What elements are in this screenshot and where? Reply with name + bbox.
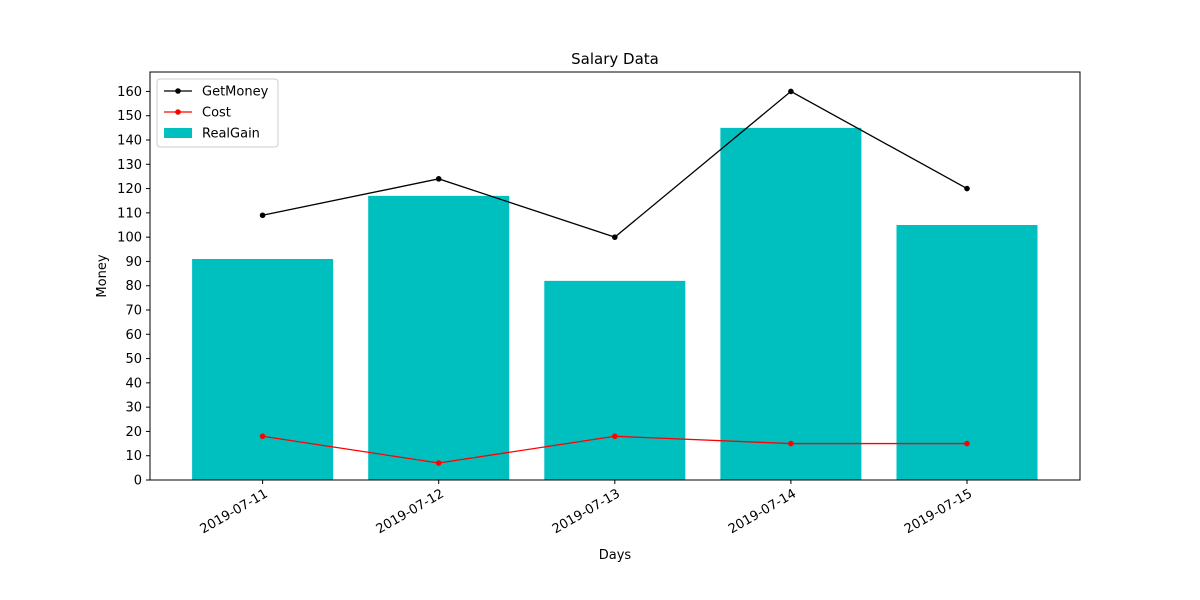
point-cost-2019-07-11: [259, 433, 266, 440]
y-tick-label-0: 0: [134, 474, 142, 489]
y-tick-label-10: 10: [125, 449, 142, 464]
point-cost-2019-07-14: [788, 440, 794, 447]
bar-realgain-2019-07-12: [368, 195, 510, 480]
point-cost-2019-07-13: [612, 433, 618, 440]
point-cost-2019-07-12: [435, 460, 442, 466]
legend: GetMoney Cost RealGain: [156, 78, 279, 148]
y-tick-label-100: 100: [117, 231, 142, 246]
y-tick-label-80: 80: [125, 279, 142, 294]
point-cost-2019-07-15: [964, 440, 970, 447]
y-tick-label-50: 50: [125, 352, 142, 367]
chart-title: Salary Data: [571, 50, 659, 68]
legend-swatch-realgain: [164, 128, 192, 138]
bar-realgain-2019-07-11: [192, 259, 334, 480]
y-tick-label-70: 70: [125, 304, 142, 319]
legend-marker-getmoney: [175, 88, 181, 94]
x-axis-label: Days: [599, 548, 632, 563]
legend-label-getmoney: GetMoney: [202, 85, 269, 100]
x-tick-label-2019-07-12: 2019-07-12: [374, 486, 447, 537]
bar-realgain-2019-07-14: [720, 127, 862, 480]
y-tick-label-40: 40: [125, 376, 142, 391]
y-tick-label-60: 60: [125, 328, 142, 343]
point-getmoney-2019-07-15: [964, 185, 970, 192]
y-tick-label-110: 110: [117, 206, 142, 221]
point-getmoney-2019-07-12: [435, 176, 442, 182]
x-tick-label-2019-07-11: 2019-07-11: [198, 486, 271, 537]
bar-realgain-2019-07-13: [544, 280, 686, 480]
y-tick-label-20: 20: [125, 425, 142, 440]
y-tick-label-150: 150: [117, 109, 142, 124]
y-tick-label-160: 160: [117, 85, 142, 100]
point-getmoney-2019-07-11: [259, 212, 266, 219]
legend-label-realgain: RealGain: [202, 127, 260, 142]
y-axis-label: Money: [95, 254, 110, 297]
y-tick-label-120: 120: [117, 182, 142, 197]
point-getmoney-2019-07-14: [788, 88, 794, 95]
y-tick-label-30: 30: [125, 401, 142, 416]
legend-marker-cost: [175, 109, 181, 115]
legend-label-cost: Cost: [202, 106, 231, 121]
point-getmoney-2019-07-13: [612, 234, 618, 240]
y-tick-label-140: 140: [117, 134, 142, 149]
x-tick-label-2019-07-13: 2019-07-13: [550, 486, 623, 537]
y-tick-label-130: 130: [117, 158, 142, 173]
bar-realgain-2019-07-15: [896, 225, 1038, 480]
x-tick-label-2019-07-15: 2019-07-15: [902, 486, 975, 537]
x-tick-label-2019-07-14: 2019-07-14: [726, 486, 799, 537]
y-tick-label-90: 90: [125, 255, 142, 270]
